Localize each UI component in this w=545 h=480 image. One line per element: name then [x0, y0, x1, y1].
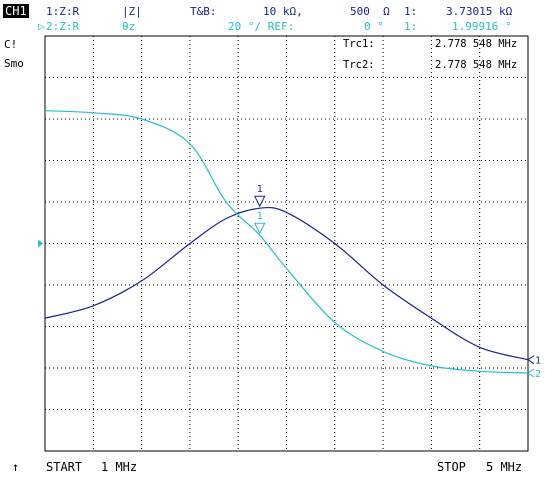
scroll-arrow-icon[interactable]: ↑ — [12, 460, 20, 474]
start-label: START — [46, 460, 83, 474]
marker-readouts: Trc1: 2.778 548 MHz Trc2: 2.778 548 MHz — [343, 38, 517, 71]
readout-label: Trc1: — [343, 38, 375, 50]
trace2-marker-no: 1: — [404, 20, 418, 33]
readout-label: Trc2: — [343, 59, 375, 71]
trace2-format[interactable]: θz — [122, 20, 136, 33]
marker-triangle-icon — [253, 222, 266, 235]
trace1-scale[interactable]: 10 kΩ, — [263, 5, 303, 18]
trace2-ref[interactable]: 0 ° — [364, 20, 384, 33]
trace1-scale-label: T&B: — [190, 5, 217, 18]
trace-end-icon — [527, 355, 535, 365]
trace-end-label: 2 — [535, 369, 541, 380]
correction-label: C! — [4, 38, 18, 51]
trace1-marker-value: 3.73015 kΩ — [446, 5, 513, 18]
trace2-marker-value: 1.99916 ° — [452, 20, 512, 33]
stop-label: STOP — [437, 460, 466, 474]
start-frequency[interactable]: 1 MHz — [101, 460, 138, 474]
marker-label: 1 — [257, 184, 263, 195]
trace2-active-icon: ▷ — [38, 20, 45, 33]
trace2-id[interactable]: 2:Z:R — [46, 20, 80, 33]
smoothing-label: Smo — [4, 57, 24, 70]
trace-line-2 — [44, 110, 529, 374]
marker-label: 1 — [257, 211, 263, 222]
trace1-id[interactable]: 1:Z:R — [46, 5, 80, 18]
readout-value: 2.778 548 MHz — [435, 59, 517, 71]
trace2-scale[interactable]: 20 °/ REF: — [228, 20, 295, 33]
trace1-ref[interactable]: 500 Ω — [350, 5, 390, 18]
trace-end-label: 1 — [535, 356, 541, 367]
marker-triangle-icon — [253, 195, 266, 208]
trace1-marker-no: 1: — [404, 5, 418, 18]
traces: 12 — [44, 110, 541, 380]
ref-level-icon — [38, 239, 43, 248]
channel-badge[interactable]: CH1 — [3, 4, 29, 18]
stop-frequency[interactable]: 5 MHz — [486, 460, 523, 474]
readout-value: 2.778 548 MHz — [435, 38, 517, 50]
trace-line-1 — [44, 206, 529, 361]
grid — [38, 35, 529, 452]
trace-end-icon — [527, 368, 535, 378]
trace1-format[interactable]: |Z| — [122, 5, 142, 18]
markers: 11 — [253, 184, 266, 235]
